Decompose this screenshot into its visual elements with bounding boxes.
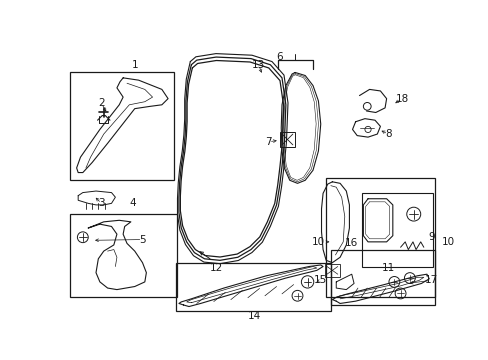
Text: 10: 10 [441, 237, 454, 247]
Bar [325, 178, 434, 297]
Text: 18: 18 [395, 94, 408, 104]
Bar [324, 264, 340, 276]
Text: 17: 17 [424, 275, 437, 285]
Text: 3: 3 [98, 198, 104, 208]
Text: 1: 1 [131, 60, 138, 70]
Text: 9: 9 [427, 232, 434, 242]
Text: 6: 6 [276, 52, 283, 62]
Bar [176, 263, 330, 311]
Text: 8: 8 [384, 129, 391, 139]
Bar [330, 249, 434, 305]
Bar [70, 214, 177, 297]
Text: 4: 4 [129, 198, 136, 208]
Text: 15: 15 [313, 275, 326, 285]
Text: 7: 7 [265, 137, 272, 147]
Text: 10: 10 [311, 237, 325, 247]
Text: 13: 13 [252, 60, 265, 70]
Text: 5: 5 [139, 235, 145, 244]
Text: 16: 16 [345, 238, 358, 248]
Bar [361, 193, 432, 266]
Bar [70, 72, 173, 180]
Text: 2: 2 [98, 98, 104, 108]
Bar [279, 132, 295, 147]
Text: 12: 12 [209, 263, 223, 273]
Text: 11: 11 [381, 263, 394, 273]
Text: 14: 14 [248, 311, 261, 321]
